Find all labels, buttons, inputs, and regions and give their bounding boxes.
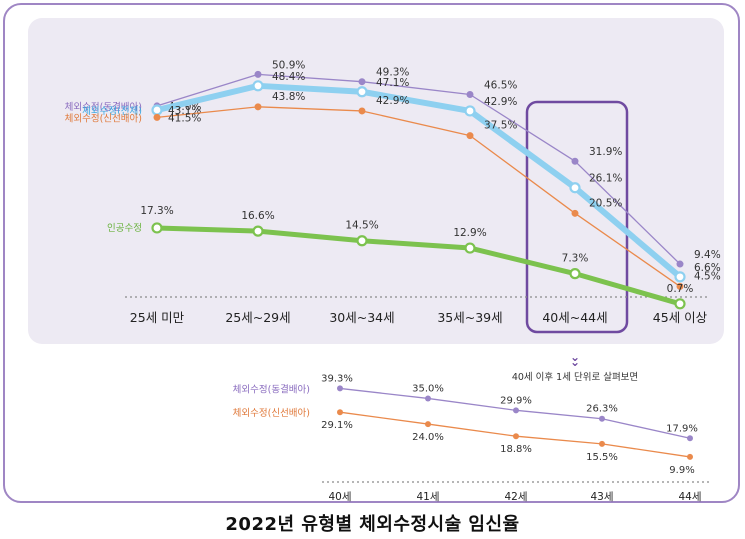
sub-data-point-frozen <box>513 407 519 414</box>
data-point-fresh <box>571 209 579 217</box>
data-point-iui <box>151 222 163 234</box>
sub-data-point-fresh <box>687 453 693 460</box>
data-label-frozen: 49.3% <box>376 67 409 79</box>
sub-data-point-fresh <box>337 409 343 416</box>
data-point-fresh <box>358 107 366 115</box>
data-label-frozen: 50.9% <box>272 59 305 71</box>
series-line-frozen <box>156 73 681 265</box>
sub-data-label-fresh: 18.8% <box>500 444 532 455</box>
sub-x-tick-label: 41세 <box>416 491 439 503</box>
sub-data-label-frozen: 35.0% <box>412 383 444 394</box>
sub-data-label-fresh: 9.9% <box>669 465 694 476</box>
data-label-iui: 12.9% <box>453 227 486 239</box>
series-line-fresh <box>156 106 681 288</box>
main-x-tick-label: 45세 이상 <box>653 310 708 325</box>
sub-data-label-frozen: 29.9% <box>500 395 532 406</box>
sub-data-label-fresh: 15.5% <box>586 452 618 463</box>
series-line-iui <box>154 225 683 307</box>
sub-data-point-frozen <box>337 385 343 392</box>
data-point-iui <box>252 225 264 237</box>
data-point-total <box>464 105 476 117</box>
sub-data-label-frozen: 26.3% <box>586 404 618 415</box>
data-label-iui: 16.6% <box>241 210 274 222</box>
series-name-fresh: 체외수정(신선배아) <box>65 112 142 124</box>
data-label-total: 6.6% <box>694 262 721 274</box>
series-name-total: 체외수정(전체) <box>82 105 142 117</box>
data-point-frozen <box>254 70 262 78</box>
data-point-iui <box>674 298 686 310</box>
sub-series-name-frozen: 체외수정(동결배아) <box>233 383 310 395</box>
data-point-fresh <box>466 132 474 140</box>
sub-data-point-fresh <box>513 433 519 440</box>
sub-data-point-frozen <box>425 395 431 402</box>
detail-note: 40세 이후 1세 단위로 살펴보면 <box>512 371 638 383</box>
data-label-fresh: 4.5% <box>694 270 721 282</box>
main-x-tick-label: 25세 미만 <box>130 310 185 325</box>
chart-frame <box>3 3 740 503</box>
main-x-tick-label: 35세~39세 <box>437 310 502 325</box>
data-point-total <box>356 86 368 98</box>
series-line-total <box>154 82 683 280</box>
data-label-iui: 14.5% <box>345 220 378 232</box>
series-name-iui: 인공수정 <box>107 223 142 234</box>
sub-data-label-frozen: 17.9% <box>666 423 698 434</box>
data-point-frozen <box>466 90 474 98</box>
data-point-total <box>674 271 686 283</box>
sub-series-name-fresh: 체외수정(신선배아) <box>233 407 310 419</box>
data-label-frozen: 9.4% <box>694 249 721 261</box>
data-label-total: 48.4% <box>272 71 305 83</box>
sub-x-tick-label: 40세 <box>328 491 351 503</box>
data-label-fresh: 43.8% <box>272 91 305 103</box>
data-point-total <box>151 104 163 116</box>
data-point-frozen <box>571 157 579 165</box>
sub-data-point-frozen <box>599 415 605 422</box>
data-label-iui: 0.7% <box>667 283 694 295</box>
main-x-tick-label: 25세~29세 <box>225 310 290 325</box>
double-chevron-down-icon: ⌄ <box>570 350 580 364</box>
sub-data-label-fresh: 24.0% <box>412 432 444 443</box>
data-label-iui: 7.3% <box>562 253 589 265</box>
sub-x-tick-label: 42세 <box>504 491 527 503</box>
data-label-fresh: 42.9% <box>376 95 409 107</box>
chart-caption: 2022년 유형별 체외수정시술 임신율 <box>225 514 520 535</box>
data-point-iui <box>356 235 368 247</box>
sub-x-tick-label: 43세 <box>590 491 613 503</box>
data-point-frozen <box>358 78 366 86</box>
sub-data-label-frozen: 39.3% <box>321 373 353 384</box>
data-label-iui: 17.3% <box>140 205 173 217</box>
main-chart-panel <box>28 18 724 344</box>
data-label-total: 26.1% <box>589 173 622 185</box>
double-chevron-down-icon: ⌄ <box>570 355 580 369</box>
data-label-total: 42.9% <box>484 96 517 108</box>
data-label-fresh: 41.5% <box>168 112 201 124</box>
data-point-iui <box>464 242 476 254</box>
series-name-frozen: 체외수정(동결배아) <box>65 101 142 113</box>
sub-data-label-fresh: 29.1% <box>321 420 353 431</box>
data-point-total <box>252 80 264 92</box>
data-point-fresh <box>254 103 262 111</box>
data-label-fresh: 20.5% <box>589 197 622 209</box>
sub-data-point-fresh <box>425 421 431 428</box>
data-label-fresh: 37.5% <box>484 120 517 132</box>
data-label-frozen: 46.5% <box>484 79 517 91</box>
main-x-tick-label: 40세~44세 <box>542 310 607 325</box>
sub-data-point-fresh <box>599 440 605 447</box>
data-point-fresh <box>676 282 684 290</box>
sub-data-point-frozen <box>687 435 693 442</box>
sub-x-tick-label: 44세 <box>678 491 701 503</box>
main-x-tick-label: 30세~34세 <box>329 310 394 325</box>
data-point-total <box>569 182 581 194</box>
highlight-box <box>525 100 629 334</box>
data-point-fresh <box>153 113 161 121</box>
data-point-frozen <box>676 260 684 268</box>
data-point-iui <box>569 268 581 280</box>
data-label-frozen: 31.9% <box>589 146 622 158</box>
data-label-total: 47.1% <box>376 77 409 89</box>
